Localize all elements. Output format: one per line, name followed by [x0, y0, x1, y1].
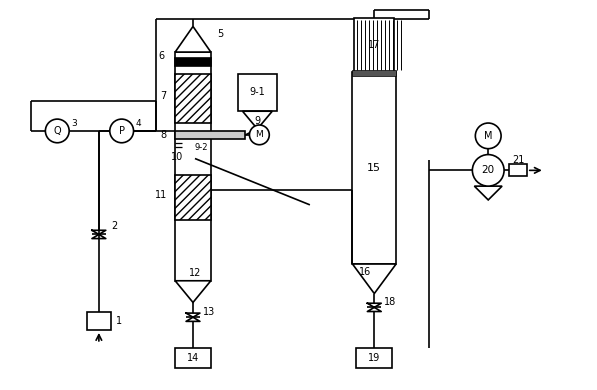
Circle shape	[250, 125, 269, 145]
Text: 1: 1	[116, 316, 122, 326]
Text: 15: 15	[367, 163, 381, 173]
Polygon shape	[175, 281, 211, 303]
Text: 11: 11	[155, 190, 167, 200]
Text: 10: 10	[171, 152, 183, 161]
Bar	[238, 74, 277, 111]
Polygon shape	[242, 111, 272, 129]
Text: 9-1: 9-1	[250, 87, 265, 98]
Text: P: P	[119, 126, 125, 136]
Bar	[175, 74, 211, 123]
Polygon shape	[175, 27, 211, 52]
Text: 6: 6	[158, 51, 164, 61]
Bar	[175, 58, 211, 66]
Text: 9-2: 9-2	[195, 143, 208, 152]
Text: 5: 5	[217, 29, 223, 39]
Text: 19: 19	[368, 353, 380, 363]
Text: 9: 9	[254, 116, 260, 126]
Circle shape	[45, 119, 69, 143]
Bar	[352, 70, 396, 76]
Text: 16: 16	[359, 267, 371, 277]
Text: 2: 2	[111, 221, 117, 230]
Text: 13: 13	[203, 307, 215, 317]
Text: 8: 8	[160, 130, 167, 140]
Bar	[175, 348, 211, 367]
Bar	[175, 52, 211, 281]
Text: 18: 18	[384, 298, 396, 307]
Bar	[355, 18, 394, 72]
Text: 12: 12	[189, 268, 201, 278]
Text: M: M	[484, 131, 493, 141]
Bar	[87, 312, 111, 330]
Text: 17: 17	[368, 40, 380, 50]
Circle shape	[475, 123, 501, 149]
Text: M: M	[256, 130, 263, 139]
Bar	[175, 175, 211, 220]
Text: 7: 7	[160, 91, 167, 101]
Text: 20: 20	[482, 165, 495, 176]
Text: Q: Q	[54, 126, 61, 136]
Text: 3: 3	[71, 119, 77, 128]
Polygon shape	[475, 186, 502, 200]
Text: 21: 21	[512, 154, 524, 165]
Polygon shape	[352, 264, 396, 294]
Bar	[356, 348, 392, 367]
Bar	[509, 165, 527, 176]
Text: 14: 14	[187, 353, 199, 363]
Bar	[352, 72, 396, 264]
Bar	[175, 131, 245, 139]
Circle shape	[472, 154, 504, 186]
Text: 4: 4	[136, 119, 141, 128]
Circle shape	[110, 119, 134, 143]
